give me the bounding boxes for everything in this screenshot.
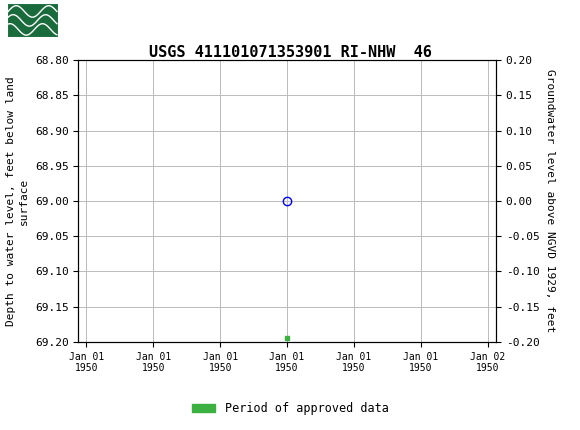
Legend: Period of approved data: Period of approved data	[187, 397, 393, 420]
Bar	[7, 3, 59, 37]
Y-axis label: Groundwater level above NGVD 1929, feet: Groundwater level above NGVD 1929, feet	[545, 69, 555, 333]
Text: USGS 411101071353901 RI-NHW  46: USGS 411101071353901 RI-NHW 46	[148, 45, 432, 60]
Y-axis label: Depth to water level, feet below land
surface: Depth to water level, feet below land su…	[6, 76, 29, 326]
Text: USGS: USGS	[67, 12, 122, 29]
